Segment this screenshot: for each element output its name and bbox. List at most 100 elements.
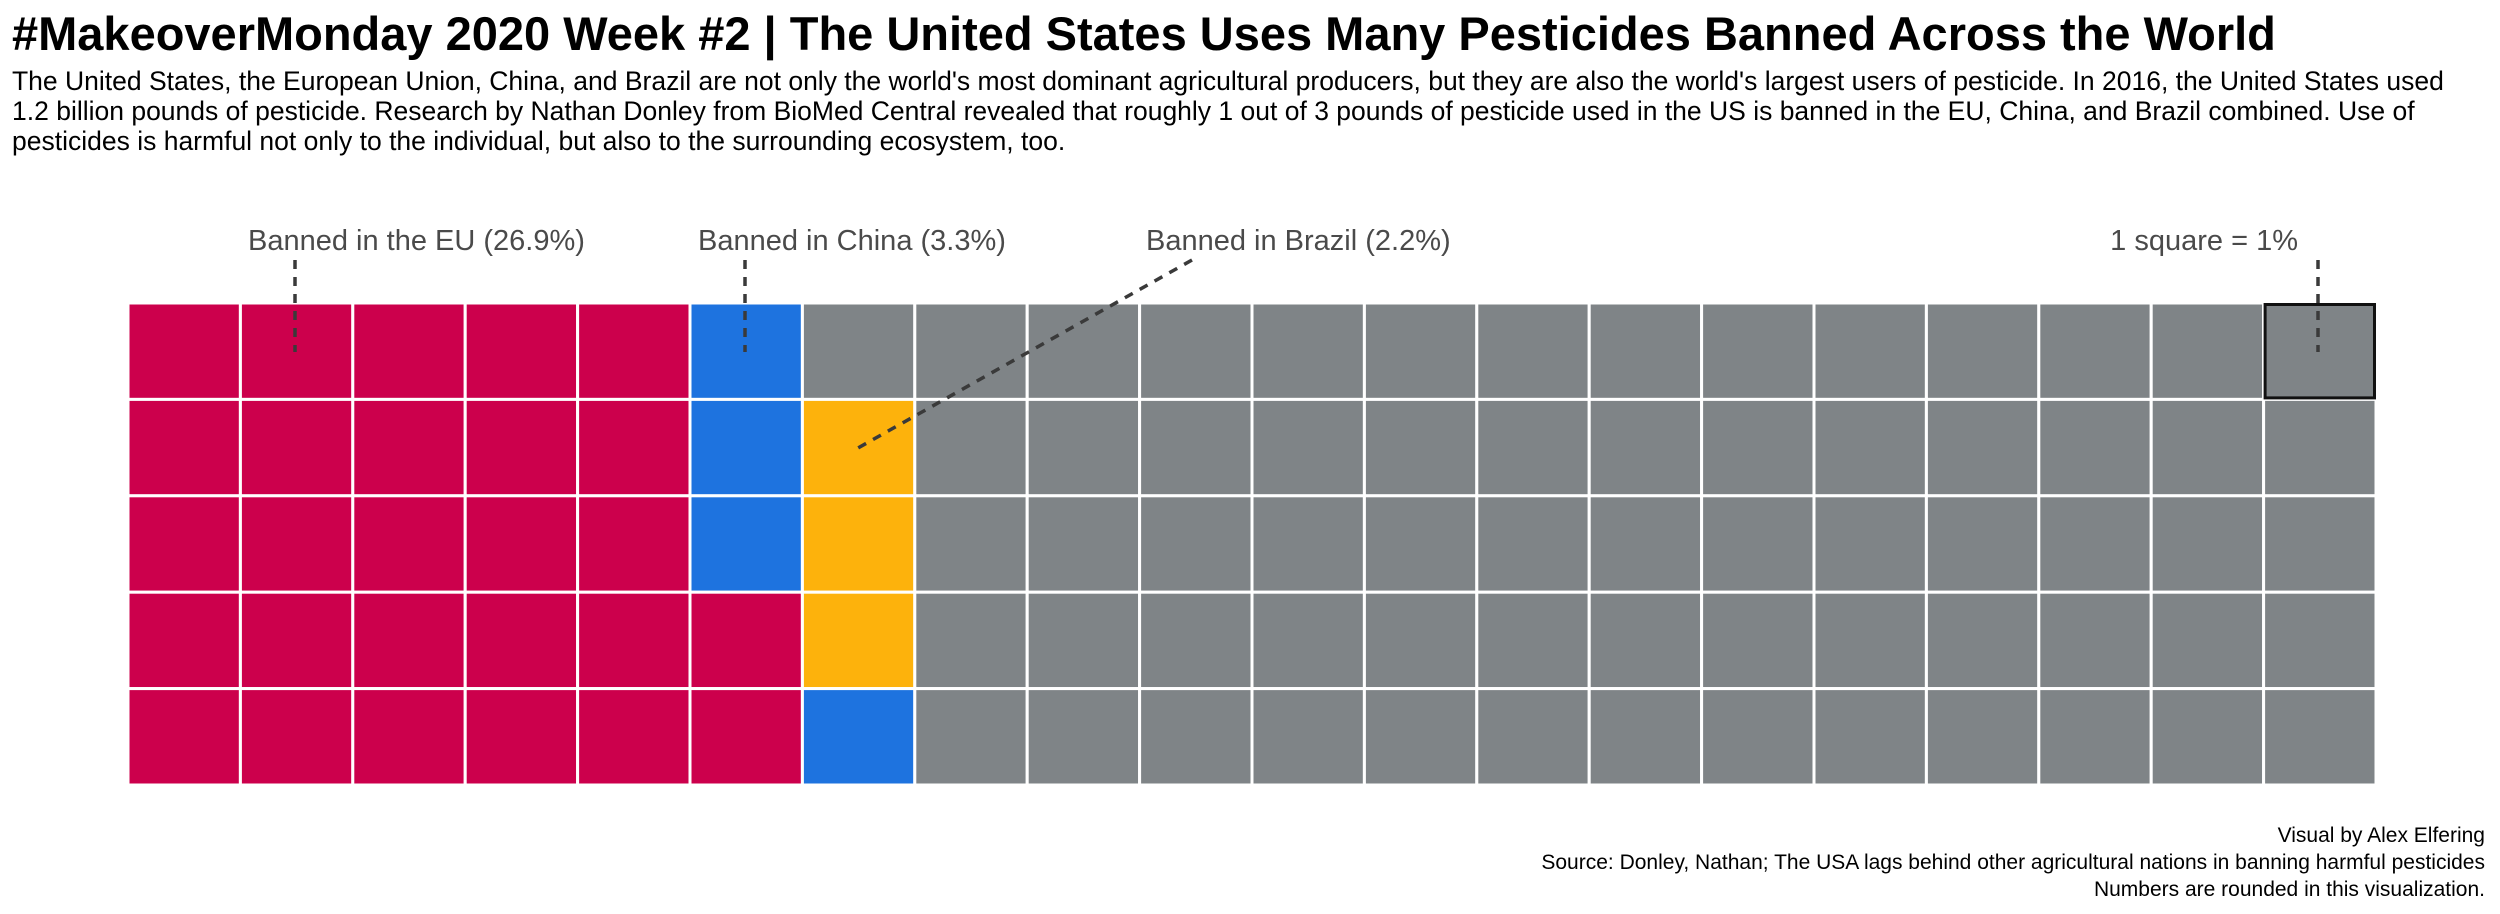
waffle-square-eu [463, 590, 580, 691]
waffle-square-other [1924, 494, 2041, 594]
waffle-square-eu [576, 590, 692, 691]
waffle-square-other [1812, 687, 1928, 787]
waffle-square-other [1025, 301, 1142, 401]
caption-note: Numbers are rounded in this visualizatio… [2093, 878, 2485, 901]
waffle-square-other [2149, 687, 2266, 787]
waffle-square-eu [351, 397, 467, 498]
waffle-square-brazil [800, 590, 917, 691]
waffle-square-eu [688, 687, 804, 787]
waffle-square-eu [463, 301, 580, 401]
waffle-square-other [2262, 397, 2378, 498]
waffle-square-other [1138, 494, 1254, 594]
waffle-square-other [913, 494, 1029, 594]
unit-annotation: 1 square = 1% [2110, 225, 2298, 257]
waffle-square-other [1812, 494, 1928, 594]
chart-subtitle: The United States, the European Union, C… [12, 66, 2444, 156]
waffle-square-other [1475, 687, 1591, 787]
waffle-square-other [2262, 301, 2378, 401]
waffle-square-eu [126, 301, 242, 401]
waffle-square-other [1362, 590, 1479, 691]
unit-square-highlight [2263, 303, 2377, 400]
waffle-square-other [1587, 590, 1704, 691]
caption-source: Source: Donley, Nathan; The USA lags beh… [1541, 851, 2485, 874]
waffle-square-other [2149, 301, 2266, 401]
waffle-square-other [913, 590, 1029, 691]
waffle-square-other [1250, 590, 1366, 691]
waffle-square-other [1025, 494, 1142, 594]
waffle-square-other [2037, 494, 2153, 594]
waffle-square-eu [463, 494, 580, 594]
waffle-square-other [1587, 301, 1704, 401]
waffle-square-eu [576, 397, 692, 498]
brazil-leader-line [857, 258, 1193, 450]
waffle-square-china [688, 494, 804, 594]
waffle-square-other [1138, 301, 1254, 401]
waffle-square-other [1138, 687, 1254, 787]
waffle-square-other [1587, 397, 1704, 498]
waffle-square-other [1812, 301, 1928, 401]
waffle-square-other [1362, 397, 1479, 498]
waffle-square-other [1475, 590, 1591, 691]
waffle-square-other [1362, 687, 1479, 787]
waffle-square-other [1924, 590, 2041, 691]
waffle-square-other [1138, 397, 1254, 498]
waffle-square-other [1812, 590, 1928, 691]
waffle-square-other [1700, 494, 1816, 594]
waffle-square-other [800, 301, 917, 401]
china-annotation: Banned in China (3.3%) [698, 225, 1006, 257]
waffle-square-china [800, 687, 917, 787]
chart-title: #MakeoverMonday 2020 Week #2 | The Unite… [12, 7, 2276, 60]
waffle-square-other [1250, 494, 1366, 594]
waffle-square-eu [576, 301, 692, 401]
waffle-square-eu [351, 687, 467, 787]
waffle-square-eu [351, 301, 467, 401]
waffle-square-other [1475, 301, 1591, 401]
caption-credit: Visual by Alex Elfering [2277, 824, 2485, 847]
waffle-square-eu [238, 590, 355, 691]
waffle-square-eu [463, 687, 580, 787]
waffle-square-other [2037, 590, 2153, 691]
waffle-square-eu [688, 590, 804, 691]
waffle-square-other [2037, 397, 2153, 498]
brazil-annotation: Banned in Brazil (2.2%) [1146, 225, 1451, 257]
waffle-square-eu [576, 494, 692, 594]
waffle-square-brazil [800, 494, 917, 594]
waffle-square-other [1700, 687, 1816, 787]
waffle-square-other [1924, 301, 2041, 401]
waffle-square-other [1362, 494, 1479, 594]
waffle-square-other [1700, 397, 1816, 498]
caption: Visual by Alex Elfering Source: Donley, … [1541, 822, 2485, 903]
waffle-square-other [913, 301, 1029, 401]
waffle-square-other [2149, 494, 2266, 594]
waffle-square-eu [126, 397, 242, 498]
eu-annotation: Banned in the EU (26.9%) [248, 225, 585, 257]
waffle-square-other [1700, 301, 1816, 401]
waffle-square-other [1025, 397, 1142, 498]
waffle-square-eu [351, 590, 467, 691]
waffle-square-other [2037, 301, 2153, 401]
waffle-square-other [2149, 590, 2266, 691]
waffle-square-eu [351, 494, 467, 594]
waffle-square-other [1587, 687, 1704, 787]
waffle-square-eu [463, 397, 580, 498]
waffle-square-other [2037, 687, 2153, 787]
waffle-square-other [1924, 397, 2041, 498]
waffle-square-other [1138, 590, 1254, 691]
waffle-square-other [913, 397, 1029, 498]
waffle-square-china [688, 397, 804, 498]
waffle-square-other [1812, 397, 1928, 498]
waffle-square-other [2262, 687, 2378, 787]
waffle-square-other [1700, 590, 1816, 691]
waffle-square-other [1250, 687, 1366, 787]
waffle-square-other [1250, 301, 1366, 401]
waffle-square-other [2262, 494, 2378, 594]
waffle-square-other [1475, 397, 1591, 498]
waffle-square-eu [238, 397, 355, 498]
waffle-square-other [1025, 590, 1142, 691]
waffle-square-eu [126, 590, 242, 691]
waffle-square-other [1475, 494, 1591, 594]
waffle-square-other [2149, 397, 2266, 498]
waffle-square-other [2262, 590, 2378, 691]
waffle-square-eu [576, 687, 692, 787]
